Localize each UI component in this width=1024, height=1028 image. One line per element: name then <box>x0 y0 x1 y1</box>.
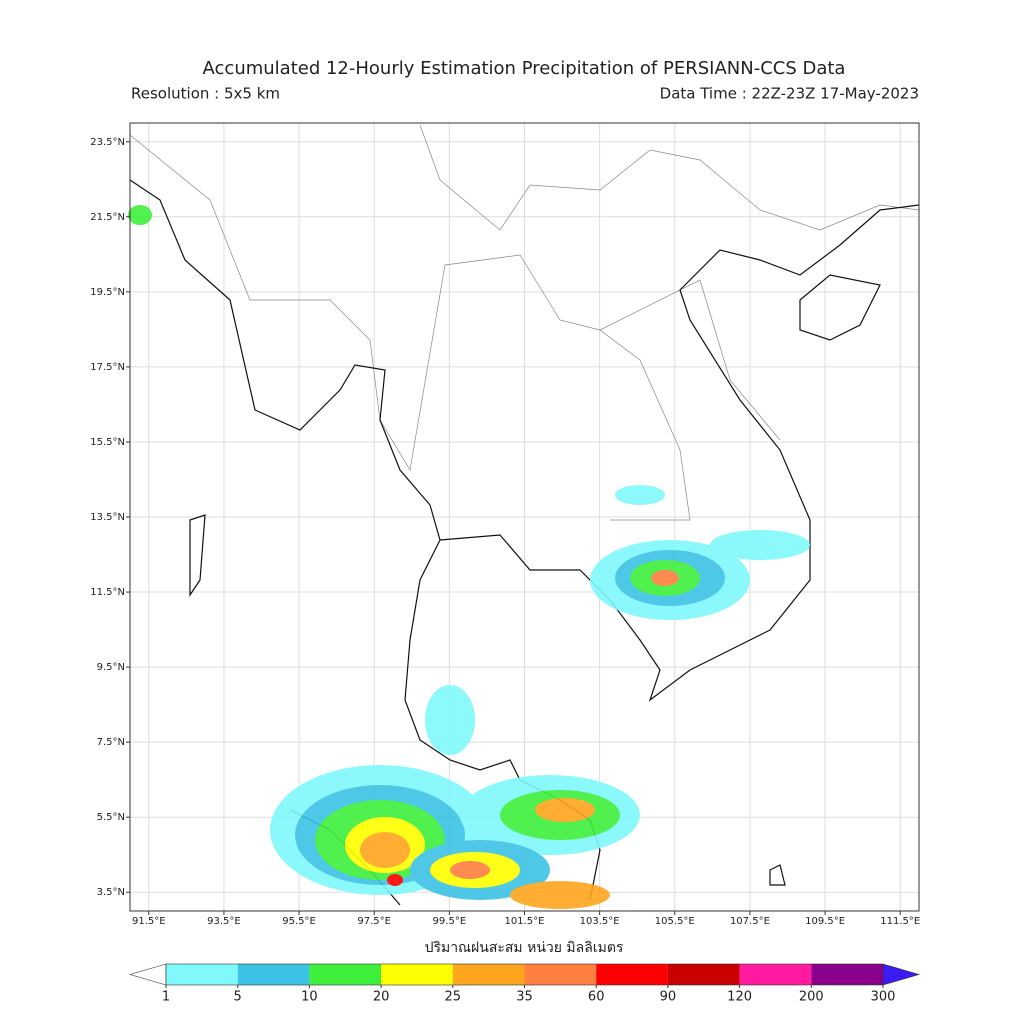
colorbar-segment <box>667 964 740 985</box>
colorbar-tick-label: 200 <box>799 990 824 1005</box>
rain-area <box>651 570 679 586</box>
rain-area <box>360 832 410 868</box>
x-tick-label: 111.5°E <box>880 916 920 927</box>
rain-area <box>450 861 490 879</box>
x-tick-label: 91.5°E <box>132 916 166 927</box>
title: Accumulated 12-Hourly Estimation Precipi… <box>203 58 846 79</box>
resolution: Resolution : 5x5 km <box>131 85 280 103</box>
rain-area <box>387 874 403 886</box>
colorbar-segment <box>524 964 597 985</box>
colorbar-under <box>128 963 167 986</box>
y-tick-label: 19.5°N <box>90 287 125 298</box>
x-tick-label: 107.5°E <box>730 916 770 927</box>
x-tick-label: 97.5°E <box>357 916 391 927</box>
rain-area <box>615 485 665 505</box>
y-tick-label: 23.5°N <box>90 137 125 148</box>
y-tick-label: 9.5°N <box>97 662 125 673</box>
y-tick-label: 11.5°N <box>90 587 125 598</box>
colorbar-over <box>882 963 921 986</box>
rain-area <box>510 881 610 909</box>
y-tick-label: 5.5°N <box>97 812 125 823</box>
y-tick-label: 7.5°N <box>97 737 125 748</box>
y-tick-label: 15.5°N <box>90 437 125 448</box>
colorbar-segment <box>811 964 883 985</box>
colorbar-tick-label: 10 <box>301 990 318 1005</box>
rain-area <box>535 798 595 822</box>
country-border <box>129 124 920 521</box>
rain-area <box>128 205 152 225</box>
colorbar-label: ปริมาณฝนสะสม หน่วย มิลลิเมตร <box>425 940 624 956</box>
x-tick-label: 101.5°E <box>505 916 545 927</box>
colorbar-segment <box>381 964 453 985</box>
colorbar-segment <box>596 964 668 985</box>
colorbar-segment <box>739 964 812 985</box>
colorbar-tick-label: 60 <box>588 990 605 1005</box>
precipitation <box>128 205 810 909</box>
colorbar-segment <box>452 964 525 985</box>
colorbar-tick-label: 300 <box>871 990 896 1005</box>
colorbar-segment <box>237 964 310 985</box>
colorbar-tick-label: 25 <box>445 990 462 1005</box>
x-tick-label: 105.5°E <box>655 916 695 927</box>
x-tick-label: 109.5°E <box>805 916 845 927</box>
x-tick-label: 103.5°E <box>580 916 620 927</box>
x-tick-label: 99.5°E <box>433 916 467 927</box>
colorbar-tick-label: 1 <box>162 990 170 1005</box>
colorbar-tick-label: 20 <box>373 990 390 1005</box>
rain-area <box>710 530 810 560</box>
colorbar-tick-label: 90 <box>660 990 677 1005</box>
rain-area <box>425 685 475 755</box>
x-tick-label: 95.5°E <box>282 916 316 927</box>
x-tick-label: 93.5°E <box>207 916 241 927</box>
colorbar-tick-label: 120 <box>727 990 752 1005</box>
y-tick-label: 13.5°N <box>90 512 125 523</box>
y-tick-label: 21.5°N <box>90 212 125 223</box>
colorbar-segment <box>309 964 382 985</box>
y-tick-label: 3.5°N <box>97 887 125 898</box>
colorbar-tick-label: 5 <box>234 990 242 1005</box>
grid <box>130 123 919 911</box>
colorbar-tick-label: 35 <box>516 990 533 1005</box>
colorbar-segment <box>166 964 238 985</box>
y-tick-label: 17.5°N <box>90 362 125 373</box>
data-time: Data Time : 22Z-23Z 17-May-2023 <box>660 85 919 103</box>
